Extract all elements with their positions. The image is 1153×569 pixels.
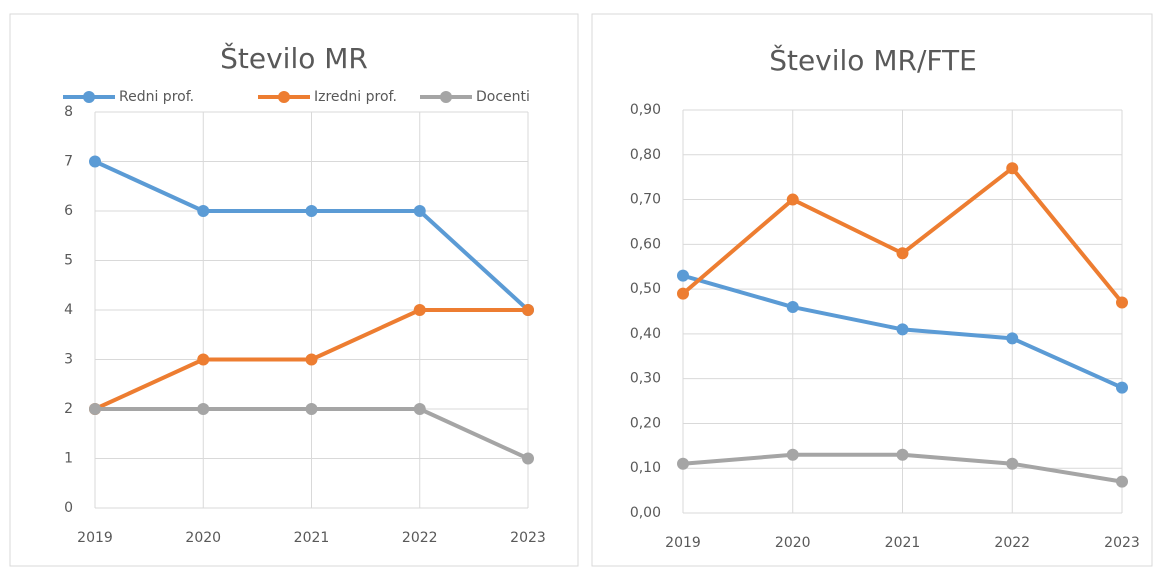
point <box>896 448 909 461</box>
x-tick-label: 2023 <box>1104 535 1140 551</box>
legend-marker <box>440 91 452 103</box>
x-tick-label: 2022 <box>402 530 438 546</box>
legend-label: Redni prof. <box>119 89 194 105</box>
point <box>896 323 909 336</box>
x-tick-label: 2020 <box>775 535 811 551</box>
y-tick-label: 3 <box>64 352 73 368</box>
x-tick-label: 2019 <box>665 535 701 551</box>
point <box>522 452 534 465</box>
y-tick-label: 0,90 <box>630 102 661 118</box>
y-tick-label: 6 <box>64 203 73 219</box>
y-tick-label: 2 <box>64 401 73 417</box>
point <box>522 304 534 316</box>
y-tick-label: 0,50 <box>630 281 661 297</box>
point <box>1116 381 1128 394</box>
point <box>413 304 426 316</box>
point <box>786 193 799 206</box>
y-tick-label: 0,30 <box>630 371 661 387</box>
point <box>413 403 426 415</box>
y-tick-label: 0,70 <box>630 192 661 208</box>
legend-marker <box>278 91 290 103</box>
y-tick-label: 1 <box>64 451 73 467</box>
y-tick-label: 5 <box>64 253 73 269</box>
point <box>1006 332 1019 345</box>
point <box>1116 296 1128 309</box>
x-tick-label: 2021 <box>294 530 330 546</box>
chart-title: Število MR/FTE <box>769 43 977 77</box>
point <box>89 155 101 168</box>
point <box>89 403 101 415</box>
point <box>1116 475 1128 488</box>
chart-title: Število MR <box>220 41 368 75</box>
legend-label: Izredni prof. <box>314 89 397 105</box>
point <box>677 287 689 300</box>
point <box>896 247 909 260</box>
x-tick-label: 2020 <box>185 530 221 546</box>
point <box>786 448 799 461</box>
point <box>413 205 426 217</box>
x-tick-label: 2019 <box>77 530 113 546</box>
y-tick-label: 0,60 <box>630 236 661 252</box>
point <box>1006 457 1019 470</box>
y-tick-label: 0 <box>64 500 73 516</box>
point <box>677 457 689 470</box>
legend-marker <box>83 91 95 103</box>
y-tick-label: 0,40 <box>630 326 661 342</box>
y-tick-label: 0,00 <box>630 505 661 521</box>
chart-frame <box>9 13 579 567</box>
point <box>197 353 210 366</box>
x-tick-label: 2021 <box>885 535 921 551</box>
y-tick-label: 0,80 <box>630 147 661 163</box>
y-tick-label: 7 <box>64 154 73 170</box>
legend-label: Docenti <box>476 89 530 105</box>
y-tick-label: 0,20 <box>630 415 661 431</box>
point <box>197 205 210 217</box>
point <box>197 403 210 415</box>
y-tick-label: 8 <box>64 104 73 120</box>
point <box>305 403 318 415</box>
point <box>1006 162 1019 175</box>
point <box>786 301 799 314</box>
chart-frame <box>591 13 1153 567</box>
y-tick-label: 4 <box>64 302 73 318</box>
x-tick-label: 2022 <box>994 535 1030 551</box>
point <box>677 269 689 282</box>
point <box>305 205 318 217</box>
x-tick-label: 2023 <box>510 530 546 546</box>
y-tick-label: 0,10 <box>630 460 661 476</box>
point <box>305 353 318 366</box>
